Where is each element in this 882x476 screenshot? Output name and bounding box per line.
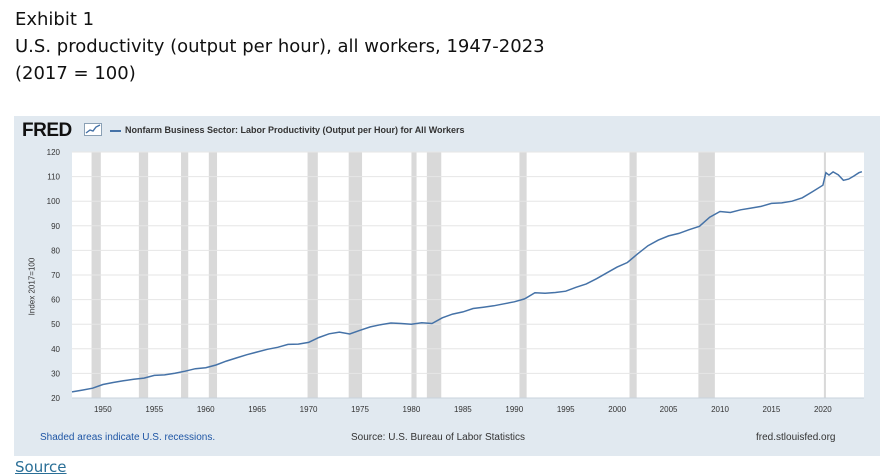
y-tick-label: 50 (51, 320, 60, 329)
x-tick-label: 1985 (454, 405, 472, 414)
x-tick-label: 2000 (608, 405, 626, 414)
productivity-line (71, 170, 863, 393)
x-tick-label: 2020 (814, 405, 832, 414)
y-tick-label: 60 (51, 296, 60, 305)
x-tick-label: 1950 (94, 405, 112, 414)
fred-chart-panel: FRED Nonfarm Business Sector: Labor Prod… (14, 116, 880, 456)
exhibit-subtitle: (2017 = 100) (15, 63, 136, 84)
x-tick-label: 1980 (403, 405, 421, 414)
legend-series-name: Nonfarm Business Sector: Labor Productiv… (125, 125, 465, 135)
y-tick-labels: 20 30 40 50 60 70 80 90 100 110 120 (47, 148, 61, 403)
x-tick-label: 2005 (660, 405, 678, 414)
fred-logo[interactable]: FRED (22, 120, 72, 141)
y-tick-label: 100 (47, 197, 61, 206)
x-tick-label: 2015 (763, 405, 781, 414)
exhibit-label: Exhibit 1 (15, 9, 95, 30)
fred-logo-chart-icon (84, 123, 102, 136)
source-link[interactable]: Source (15, 458, 67, 476)
x-tick-label: 1960 (197, 405, 215, 414)
x-tick-label: 1975 (351, 405, 369, 414)
x-tick-label: 1970 (300, 405, 318, 414)
legend-swatch (110, 129, 121, 132)
x-tick-label: 1995 (557, 405, 575, 414)
x-tick-label: 1990 (505, 405, 523, 414)
x-tick-labels: 1950 1955 1960 1965 1970 1975 1980 1985 1990 1995… (94, 405, 832, 414)
chart-legend: Nonfarm Business Sector: Labor Productiv… (110, 125, 465, 135)
grid-lines (72, 151, 864, 399)
data-source-note: Source: U.S. Bureau of Labor Statistics (351, 432, 525, 443)
y-tick-label: 90 (51, 222, 60, 231)
y-tick-label: 80 (51, 246, 60, 255)
y-tick-label: 70 (51, 271, 60, 280)
fred-url[interactable]: fred.stlouisfed.org (756, 432, 836, 443)
y-tick-label: 110 (47, 173, 60, 182)
x-tick-label: 1955 (145, 405, 163, 414)
recession-note: Shaded areas indicate U.S. recessions. (40, 432, 216, 443)
x-tick-label: 2010 (711, 405, 729, 414)
y-tick-label: 120 (47, 148, 61, 157)
exhibit-title: U.S. productivity (output per hour), all… (15, 36, 545, 57)
y-tick-label: 30 (51, 369, 60, 378)
y-tick-label: 20 (51, 394, 60, 403)
y-tick-label: 40 (51, 345, 60, 354)
exhibit-header: Exhibit 1 U.S. productivity (output per … (15, 6, 545, 87)
x-tick-label: 1965 (248, 405, 266, 414)
